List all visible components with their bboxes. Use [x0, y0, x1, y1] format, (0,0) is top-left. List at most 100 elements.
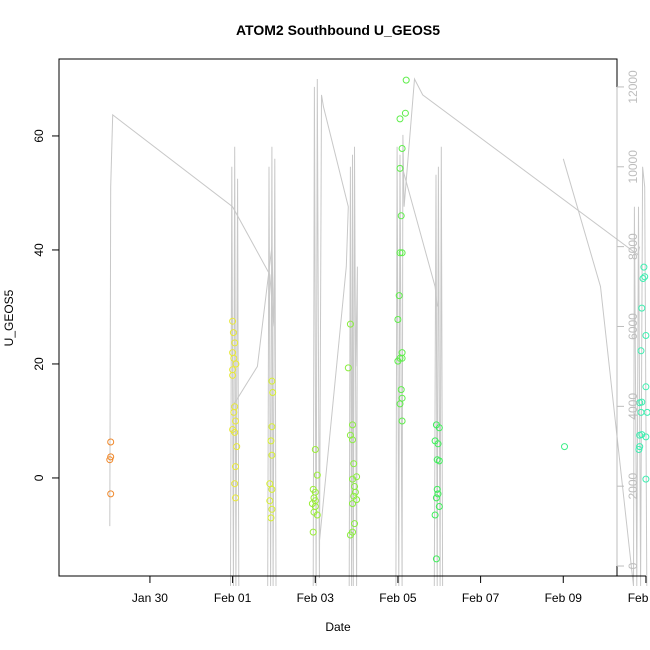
plot-frame	[58, 58, 618, 577]
data-point	[351, 520, 358, 528]
data-point	[266, 497, 274, 505]
data-point	[636, 443, 644, 451]
data-point	[107, 453, 115, 461]
y-tick-label: 60	[32, 129, 46, 143]
data-point	[637, 408, 645, 416]
data-point	[642, 433, 650, 441]
x-tick-label: Feb 11	[628, 591, 650, 605]
data-point	[229, 329, 237, 337]
data-point	[561, 443, 568, 451]
data-point	[232, 463, 239, 471]
y2-axis: 0 2000 4000 6000 8000 10000 12000	[616, 70, 640, 569]
data-point	[344, 364, 352, 372]
data-point	[349, 421, 356, 429]
data-point	[397, 386, 405, 394]
altitude-series	[109, 77, 648, 587]
data-point	[232, 360, 240, 368]
data-point	[394, 316, 402, 323]
data-point	[636, 399, 644, 407]
data-point	[268, 505, 276, 513]
data-point	[640, 263, 648, 271]
data-point	[642, 383, 650, 391]
y-axis: 0 20 40 60	[32, 129, 60, 481]
data-point	[396, 400, 404, 408]
data-point	[641, 273, 649, 281]
data-point	[398, 145, 406, 152]
data-point	[349, 475, 356, 483]
data-point	[402, 76, 410, 84]
altitude-line	[267, 146, 277, 587]
x-axis: Jan 30 Feb 01 Feb 03 Feb 05 Feb 07 Feb 09 Feb …	[132, 575, 650, 605]
y-tick-label: 0	[32, 474, 46, 481]
data-point	[309, 528, 317, 536]
data-point	[643, 408, 650, 416]
y2-tick-label: 10000	[626, 150, 640, 184]
data-point	[398, 417, 406, 425]
data-point	[396, 115, 404, 123]
y-axis-label: U_GEOS5	[2, 289, 16, 346]
data-point	[233, 443, 241, 451]
data-point	[232, 417, 239, 425]
data-point	[432, 494, 440, 502]
data-point	[349, 436, 356, 444]
altitude-line	[348, 146, 358, 587]
x-tick-label: Feb 03	[297, 591, 335, 605]
data-point	[434, 490, 442, 498]
y2-tick-label: 4000	[626, 393, 640, 420]
data-point	[396, 164, 404, 172]
y2-tick-label: 8000	[626, 233, 640, 260]
data-point	[269, 389, 277, 396]
data-point	[349, 500, 356, 508]
y2-tick-label: 2000	[626, 473, 640, 500]
chart-title: ATOM2 Southbound U_GEOS5	[236, 22, 440, 38]
data-point	[106, 456, 114, 464]
data-point	[232, 494, 239, 502]
data-point	[268, 377, 276, 385]
data-point	[435, 457, 443, 465]
altitude-line	[395, 77, 641, 587]
x-tick-label: Feb 05	[379, 591, 417, 605]
data-point	[398, 249, 406, 257]
data-point	[395, 292, 403, 300]
y-tick-label: 40	[32, 243, 46, 257]
data-point	[434, 440, 442, 448]
data-point	[639, 275, 647, 282]
y-tick-label: 20	[32, 357, 46, 371]
altitude-line	[312, 78, 349, 587]
y2-tick-label: 0	[626, 562, 640, 569]
data-point	[311, 446, 319, 453]
data-point	[435, 424, 443, 432]
data-point	[107, 438, 115, 446]
x-tick-label: Feb 01	[214, 591, 252, 605]
data-point	[230, 408, 238, 416]
y2-tick-label: 6000	[626, 313, 640, 340]
data-point	[394, 357, 402, 365]
x-tick-label: Feb 09	[545, 591, 583, 605]
altitude-line	[230, 146, 240, 587]
scatter-series	[106, 76, 650, 563]
data-point	[642, 332, 650, 339]
data-point	[353, 496, 361, 504]
data-point	[268, 485, 276, 493]
data-point	[267, 437, 275, 445]
data-point	[642, 475, 650, 483]
data-point	[351, 488, 359, 496]
data-point	[268, 423, 276, 431]
x-tick-label: Jan 30	[132, 591, 168, 605]
data-point	[107, 490, 115, 498]
data-point	[313, 511, 321, 519]
data-point	[268, 451, 276, 459]
data-point	[229, 317, 237, 325]
data-point	[396, 249, 404, 257]
data-point	[231, 480, 239, 488]
data-point	[397, 212, 405, 220]
data-point	[231, 339, 239, 347]
data-point	[353, 473, 361, 481]
data-point	[346, 320, 354, 328]
altitude-line	[401, 166, 438, 307]
data-point	[432, 555, 440, 563]
data-point	[637, 347, 645, 355]
data-point	[636, 431, 644, 439]
y2-tick-label: 12000	[626, 70, 640, 104]
